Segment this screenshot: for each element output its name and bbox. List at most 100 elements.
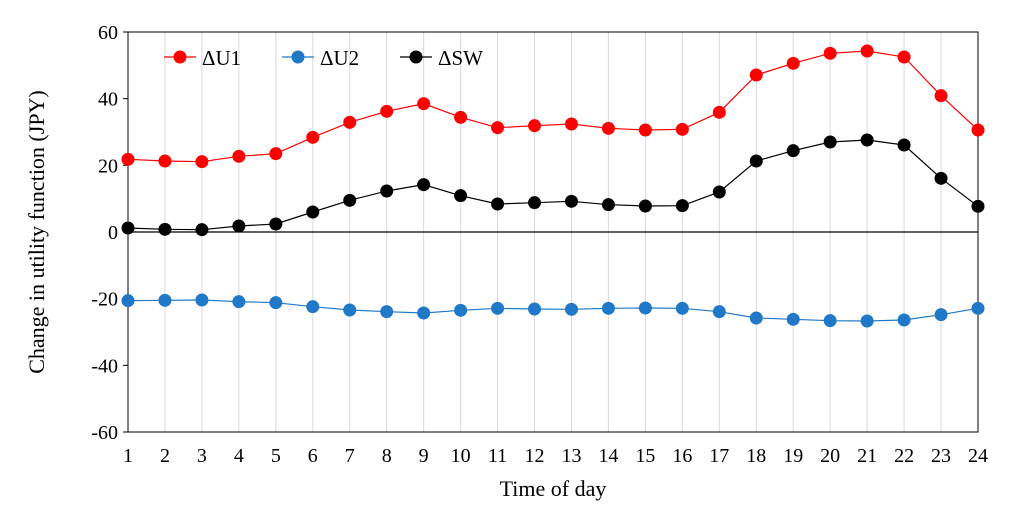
data-point: [454, 303, 468, 317]
data-point: [786, 56, 800, 70]
data-point: [269, 217, 283, 231]
x-tick-label: 7: [345, 445, 355, 467]
x-tick-label: 13: [561, 445, 581, 467]
data-point: [823, 314, 837, 328]
data-point: [934, 171, 948, 185]
data-point: [860, 314, 874, 328]
data-point: [158, 293, 172, 307]
data-point: [638, 199, 652, 213]
series-1: [121, 44, 985, 169]
data-point: [675, 199, 689, 213]
data-point: [564, 117, 578, 131]
data-point: [675, 301, 689, 315]
data-point: [380, 104, 394, 118]
y-tick-label: 60: [98, 22, 118, 44]
legend-item: ΔSW: [400, 46, 483, 70]
x-tick-label: 4: [234, 445, 244, 467]
data-point: [971, 123, 985, 137]
x-tick-label: 10: [451, 445, 471, 467]
data-point: [491, 121, 505, 135]
data-point: [343, 193, 357, 207]
data-point: [232, 219, 246, 233]
data-point: [823, 46, 837, 60]
data-point: [749, 68, 763, 82]
data-point: [528, 196, 542, 210]
y-tick-label: 40: [98, 89, 118, 111]
x-tick-label: 19: [783, 445, 803, 467]
x-tick-label: 12: [525, 445, 545, 467]
series-layer: [121, 44, 985, 328]
data-point: [306, 300, 320, 314]
data-point: [269, 296, 283, 310]
data-point: [454, 189, 468, 203]
data-point: [638, 301, 652, 315]
data-point: [380, 184, 394, 198]
data-point: [897, 50, 911, 64]
data-point: [491, 301, 505, 315]
data-point: [601, 198, 615, 212]
data-point: [158, 154, 172, 168]
data-point: [749, 154, 763, 168]
series-2: [121, 293, 985, 328]
x-tick-label: 5: [271, 445, 281, 467]
data-point: [528, 302, 542, 316]
data-point: [306, 130, 320, 144]
data-point: [195, 293, 209, 307]
legend: ΔU1 ΔU2 ΔSW: [164, 46, 483, 70]
x-tick-label: 6: [308, 445, 318, 467]
data-point: [860, 44, 874, 58]
data-point: [491, 197, 505, 211]
legend-label: ΔU1: [202, 46, 241, 70]
data-point: [934, 89, 948, 103]
data-point: [971, 301, 985, 315]
x-tick-label: 18: [746, 445, 766, 467]
x-tick-label: 1: [123, 445, 133, 467]
data-point: [749, 311, 763, 325]
data-point: [121, 221, 135, 235]
data-point: [897, 138, 911, 152]
data-point: [712, 305, 726, 319]
y-tick-label: -40: [91, 355, 118, 377]
data-point: [417, 97, 431, 111]
data-point: [564, 194, 578, 208]
data-point: [712, 105, 726, 119]
series-3: [121, 133, 985, 237]
data-point: [934, 308, 948, 322]
data-point: [823, 135, 837, 149]
data-point: [158, 222, 172, 236]
x-tick-label: 20: [820, 445, 840, 467]
data-point: [564, 302, 578, 316]
data-point: [601, 301, 615, 315]
data-point: [675, 122, 689, 136]
data-point: [232, 295, 246, 309]
legend-marker: [409, 50, 423, 64]
x-tick-label: 23: [931, 445, 951, 467]
series-line: [127, 299, 979, 322]
legend-item: ΔU2: [282, 46, 359, 70]
data-point: [306, 205, 320, 219]
data-point: [417, 178, 431, 192]
x-tick-label: 24: [968, 445, 988, 467]
data-point: [897, 313, 911, 327]
x-tick-label: 15: [635, 445, 655, 467]
data-point: [417, 306, 431, 320]
data-point: [121, 152, 135, 166]
data-point: [601, 121, 615, 135]
x-tick-label: 8: [382, 445, 392, 467]
x-tick-label: 3: [197, 445, 207, 467]
data-point: [528, 119, 542, 133]
x-tick-label: 21: [857, 445, 877, 467]
data-point: [454, 110, 468, 124]
legend-item: ΔU1: [164, 46, 241, 70]
data-point: [232, 149, 246, 163]
legend-label: ΔSW: [438, 46, 483, 70]
x-tick-label: 16: [672, 445, 692, 467]
data-point: [638, 123, 652, 137]
x-tick-label: 17: [709, 445, 729, 467]
x-tick-label: 11: [488, 445, 507, 467]
data-point: [343, 115, 357, 129]
y-axis-title: Change in utility function (JPY): [24, 90, 49, 374]
x-tick-label: 14: [598, 445, 618, 467]
